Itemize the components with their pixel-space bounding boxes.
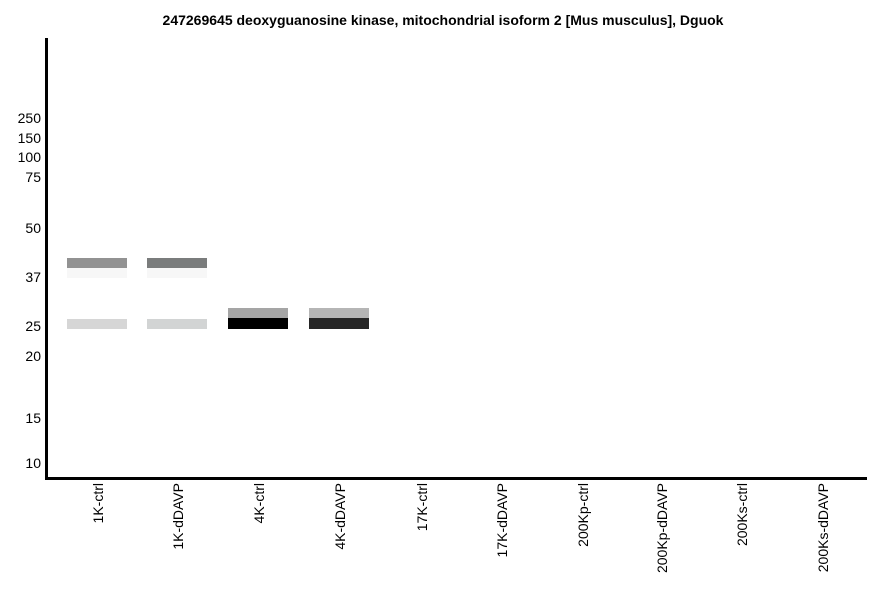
x-lane-label: 4K-ctrl [251, 483, 267, 528]
gel-band [146, 268, 207, 278]
y-tick-label: 25 [25, 318, 41, 334]
gel-band [66, 268, 127, 278]
gel-band [146, 319, 207, 329]
y-tick-label: 37 [25, 269, 41, 285]
x-lane-label-text: 200Ks-ctrl [734, 483, 750, 547]
x-lane-label: 200Ks-dDAVP [815, 483, 831, 577]
y-tick-label: 50 [25, 220, 41, 236]
gel-band [308, 318, 369, 329]
gel-band [146, 258, 207, 268]
x-lane-label-text: 4K-dDAVP [332, 483, 348, 550]
x-lane-label: 1K-dDAVP [170, 483, 186, 555]
y-tick-label: 150 [17, 130, 41, 146]
gel-band [227, 308, 288, 318]
x-lane-label: 4K-dDAVP [332, 483, 348, 555]
x-lane-label: 17K-dDAVP [494, 483, 510, 562]
y-tick-label: 250 [17, 110, 41, 126]
x-lane-label-text: 4K-ctrl [251, 483, 267, 524]
x-lane-label: 200Kp-dDAVP [654, 483, 670, 578]
x-lane-label: 200Ks-ctrl [734, 483, 750, 551]
x-lane-label-text: 200Kp-dDAVP [654, 483, 670, 574]
chart-title: 247269645 deoxyguanosine kinase, mitocho… [162, 12, 724, 28]
y-tick-label: 100 [17, 149, 41, 165]
x-lane-label-text: 1K-ctrl [90, 483, 106, 524]
y-axis-line [45, 38, 48, 480]
x-lane-label-text: 200Ks-dDAVP [815, 483, 831, 573]
x-lane-label-text: 1K-dDAVP [170, 483, 186, 550]
x-lane-label: 17K-ctrl [414, 483, 430, 536]
y-tick-label: 15 [25, 410, 41, 426]
x-lane-label-text: 17K-dDAVP [494, 483, 510, 558]
x-lane-label: 200Kp-ctrl [575, 483, 591, 552]
x-lane-label: 1K-ctrl [90, 483, 106, 528]
x-axis-line [45, 477, 867, 480]
y-tick-label: 20 [25, 348, 41, 364]
gel-band [227, 318, 288, 329]
gel-band [308, 308, 369, 318]
gel-band [66, 319, 127, 329]
gel-band [66, 258, 127, 268]
y-tick-label: 75 [25, 169, 41, 185]
x-lane-label-text: 200Kp-ctrl [575, 483, 591, 547]
x-lane-label-text: 17K-ctrl [414, 483, 430, 532]
y-tick-label: 10 [25, 455, 41, 471]
